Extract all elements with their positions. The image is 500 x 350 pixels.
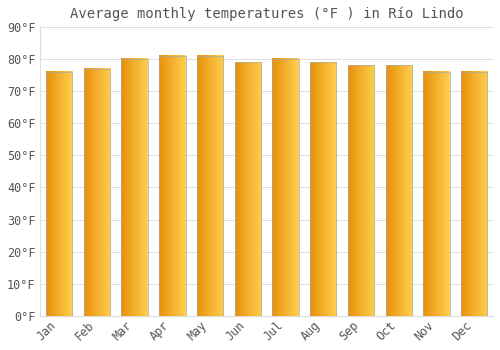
- Bar: [461, 72, 487, 316]
- Title: Average monthly temperatures (°F ) in Río Lindo: Average monthly temperatures (°F ) in Rí…: [70, 7, 464, 21]
- Bar: [46, 72, 72, 316]
- Bar: [197, 56, 224, 316]
- Bar: [159, 56, 186, 316]
- Bar: [310, 62, 336, 316]
- Bar: [84, 69, 110, 316]
- Bar: [386, 65, 412, 316]
- Bar: [424, 72, 450, 316]
- Bar: [348, 65, 374, 316]
- Bar: [272, 59, 299, 316]
- Bar: [234, 62, 261, 316]
- Bar: [122, 59, 148, 316]
